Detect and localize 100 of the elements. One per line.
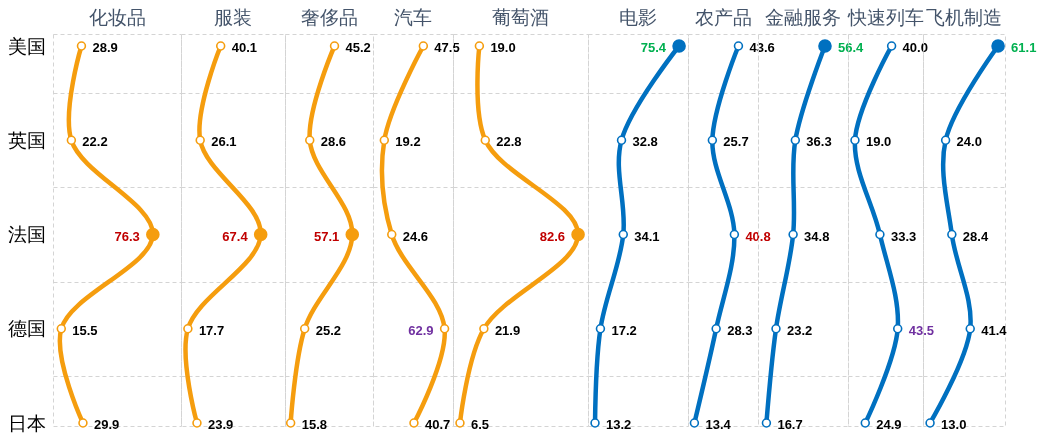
point bbox=[595, 324, 606, 334]
point bbox=[788, 229, 798, 240]
chart-title: 葡萄酒 bbox=[492, 7, 549, 28]
point bbox=[875, 229, 885, 240]
point bbox=[418, 41, 429, 51]
data-label: 25.2 bbox=[315, 322, 341, 338]
point bbox=[947, 229, 957, 240]
chart-title: 化妆品 bbox=[88, 7, 146, 28]
data-label: 28.3 bbox=[727, 322, 753, 338]
data-label: 15.8 bbox=[301, 417, 327, 432]
point bbox=[305, 135, 315, 145]
annotation: 82.6 bbox=[539, 228, 566, 244]
point bbox=[215, 41, 226, 51]
point bbox=[480, 135, 491, 145]
data-label: 28.9 bbox=[92, 40, 118, 55]
y-tick-label: 美国 bbox=[7, 35, 46, 57]
point bbox=[850, 135, 860, 145]
point bbox=[387, 229, 397, 240]
point bbox=[183, 324, 193, 334]
point bbox=[790, 135, 801, 145]
point bbox=[761, 418, 772, 428]
data-label: 21.9 bbox=[494, 322, 521, 338]
point bbox=[379, 135, 390, 145]
point bbox=[860, 418, 870, 428]
data-label: 23.2 bbox=[787, 322, 813, 338]
data-label: 19.0 bbox=[490, 40, 516, 55]
point bbox=[66, 135, 77, 145]
annotation: 56.4 bbox=[837, 40, 865, 55]
annotation: 57.1 bbox=[313, 228, 340, 244]
annotation: 75.4 bbox=[640, 40, 667, 55]
point bbox=[886, 41, 897, 51]
annotation: 67.4 bbox=[222, 228, 249, 244]
point bbox=[329, 41, 340, 51]
data-label: 40.7 bbox=[424, 417, 451, 432]
data-label: 13.2 bbox=[606, 417, 632, 432]
data-label: 19.0 bbox=[865, 134, 892, 150]
point bbox=[192, 418, 202, 428]
data-label: 43.6 bbox=[749, 40, 775, 55]
point bbox=[571, 227, 585, 242]
data-label: 33.3 bbox=[890, 228, 917, 244]
data-label: 6.5 bbox=[470, 417, 490, 432]
chart-title: 飞机制造 bbox=[926, 7, 1002, 28]
point bbox=[925, 418, 935, 428]
point bbox=[479, 324, 489, 334]
data-label: 24.9 bbox=[876, 417, 902, 432]
annotation: 61.1 bbox=[1011, 40, 1037, 55]
annotation: 43.5 bbox=[908, 322, 935, 338]
annotation: 40.8 bbox=[745, 228, 771, 244]
point bbox=[965, 324, 975, 334]
data-label: 28.4 bbox=[962, 228, 989, 244]
data-label: 41.4 bbox=[981, 322, 1008, 338]
point bbox=[616, 135, 627, 145]
data-label: 19.2 bbox=[395, 134, 421, 150]
data-label: 47.5 bbox=[434, 40, 460, 55]
data-label: 17.2 bbox=[611, 322, 637, 338]
point bbox=[78, 418, 88, 428]
data-label: 25.7 bbox=[723, 134, 749, 150]
point bbox=[253, 227, 268, 242]
point bbox=[707, 135, 718, 145]
annotation: 62.9 bbox=[408, 322, 434, 338]
data-label: 13.4 bbox=[705, 417, 732, 432]
y-tick-label: 法国 bbox=[7, 224, 46, 245]
data-label: 22.2 bbox=[82, 134, 108, 150]
point bbox=[455, 418, 465, 428]
data-label: 16.7 bbox=[777, 417, 803, 432]
data-label: 34.1 bbox=[634, 228, 660, 244]
point bbox=[439, 324, 450, 334]
data-label: 40.1 bbox=[231, 40, 258, 55]
point bbox=[729, 229, 740, 240]
data-label: 22.8 bbox=[496, 134, 522, 150]
point bbox=[285, 418, 296, 428]
y-tick-label: 英国 bbox=[7, 129, 46, 151]
chart-title: 奢侈品 bbox=[300, 7, 358, 28]
point bbox=[299, 324, 310, 334]
point bbox=[689, 418, 700, 428]
data-label: 24.0 bbox=[956, 134, 982, 150]
data-label: 13.0 bbox=[941, 417, 967, 432]
chart-title: 快速列车 bbox=[846, 7, 924, 28]
point bbox=[345, 227, 360, 242]
annotation: 76.3 bbox=[114, 228, 140, 244]
chart-title: 服装 bbox=[214, 7, 252, 28]
data-label: 40.0 bbox=[902, 40, 928, 55]
data-label: 17.7 bbox=[198, 322, 225, 338]
chart-title: 农产品 bbox=[694, 7, 752, 28]
point bbox=[771, 324, 781, 334]
data-label: 34.8 bbox=[804, 228, 830, 244]
point bbox=[733, 41, 744, 51]
point bbox=[195, 135, 205, 145]
data-label: 28.6 bbox=[320, 134, 347, 150]
point bbox=[146, 227, 160, 242]
y-tick-label: 德国 bbox=[7, 318, 46, 340]
chart-title: 汽车 bbox=[394, 7, 432, 28]
point bbox=[618, 229, 629, 240]
data-label: 29.9 bbox=[93, 417, 120, 432]
data-label: 24.6 bbox=[402, 228, 429, 244]
data-label: 23.9 bbox=[207, 417, 234, 432]
point bbox=[474, 41, 485, 51]
chart-title: 金融服务 bbox=[765, 7, 841, 28]
point bbox=[56, 324, 67, 334]
data-label: 45.2 bbox=[345, 40, 371, 55]
